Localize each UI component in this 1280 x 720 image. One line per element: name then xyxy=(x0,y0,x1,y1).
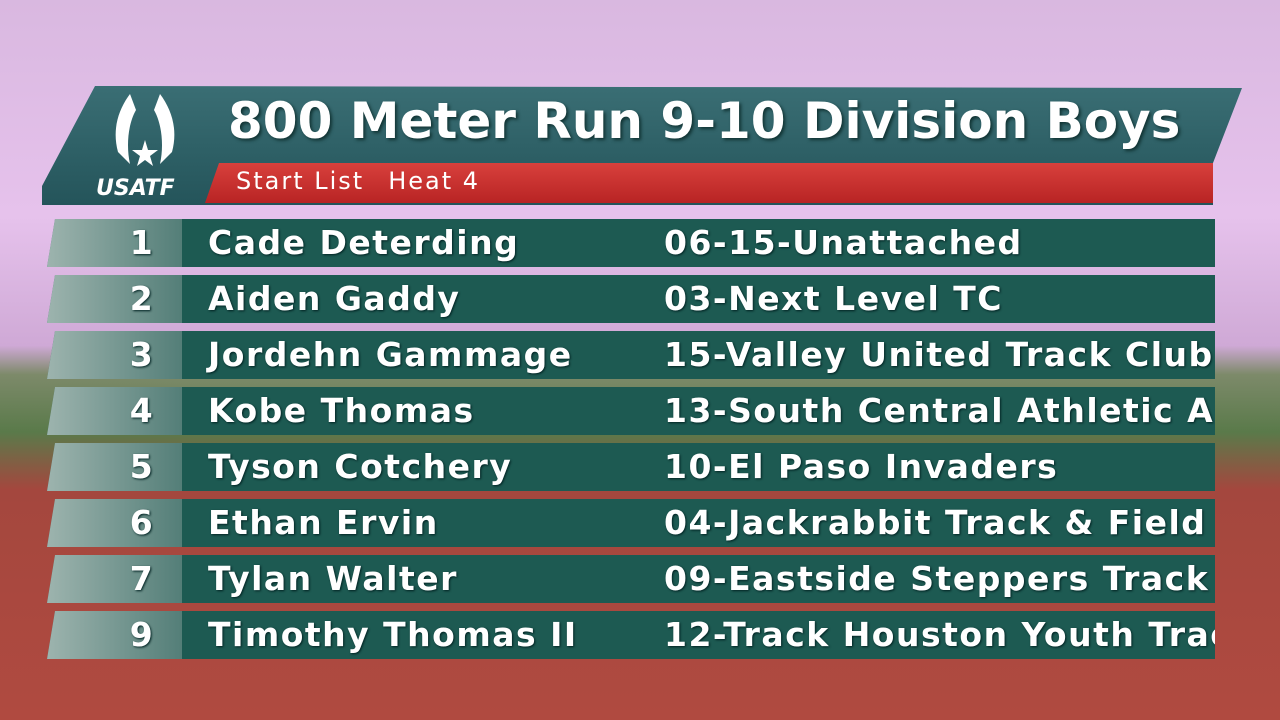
team-name: 06-15-Unattached xyxy=(664,223,1023,262)
event-title: 800 Meter Run 9-10 Division Boys xyxy=(228,92,1181,150)
start-list-label: Start List xyxy=(236,167,365,195)
lane-box xyxy=(47,387,182,435)
team-name: 15-Valley United Track Club xyxy=(664,335,1214,374)
lane-box xyxy=(47,275,182,323)
athlete-row: 7 Tylan Walter 09-Eastside Steppers Track xyxy=(47,555,1215,603)
athlete-row: 5 Tyson Cotchery 10-El Paso Invaders xyxy=(47,443,1215,491)
athlete-row: 9 Timothy Thomas II 12-Track Houston Youth… xyxy=(47,611,1215,659)
athlete-row: 1 Cade Deterding 06-15-Unattached xyxy=(47,219,1215,267)
athlete-name: Timothy Thomas II xyxy=(208,615,578,654)
athlete-name: Jordehn Gammage xyxy=(208,335,573,374)
lane-number: 2 xyxy=(129,279,155,318)
athlete-row: 3 Jordehn Gammage 15-Valley United Track C… xyxy=(47,331,1215,379)
athlete-name: Aiden Gaddy xyxy=(208,279,461,318)
team-name: 09-Eastside Steppers Track xyxy=(664,559,1210,598)
team-name: 04-Jackrabbit Track & Field Cl xyxy=(664,503,1258,542)
heat-label: Heat 4 xyxy=(388,167,481,195)
team-name: 03-Next Level TC xyxy=(664,279,1003,318)
athlete-name: Ethan Ervin xyxy=(208,503,439,542)
lane-number: 5 xyxy=(129,447,155,486)
lane-number: 9 xyxy=(129,615,155,654)
logo-text: USATF xyxy=(96,176,175,201)
subtitle: Start List Heat 4 xyxy=(236,167,480,195)
team-name: 10-El Paso Invaders xyxy=(664,447,1059,486)
lane-number: 7 xyxy=(129,559,155,598)
lane-box xyxy=(47,443,182,491)
athlete-row: 4 Kobe Thomas 13-South Central Athletic As… xyxy=(47,387,1215,435)
team-name: 12-Track Houston Youth Track C xyxy=(664,615,1280,654)
team-name: 13-South Central Athletic Asso xyxy=(664,391,1280,430)
lane-number: 4 xyxy=(129,391,155,430)
logo-wings xyxy=(115,94,175,166)
athlete-name: Kobe Thomas xyxy=(208,391,475,430)
subtitle-strip xyxy=(205,163,1213,203)
athlete-row: 6 Ethan Ervin 04-Jackrabbit Track & Field … xyxy=(47,499,1215,547)
lane-number: 3 xyxy=(129,335,155,374)
lane-box xyxy=(47,219,182,267)
lane-box xyxy=(47,499,182,547)
athlete-row: 2 Aiden Gaddy 03-Next Level TC xyxy=(47,275,1215,323)
lane-box xyxy=(47,555,182,603)
lane-number: 6 xyxy=(129,503,155,542)
lane-box xyxy=(47,611,182,659)
lane-number: 1 xyxy=(129,223,155,262)
athlete-name: Tylan Walter xyxy=(208,559,458,598)
athlete-name: Cade Deterding xyxy=(208,223,520,262)
lane-box xyxy=(47,331,182,379)
athlete-name: Tyson Cotchery xyxy=(208,447,513,486)
